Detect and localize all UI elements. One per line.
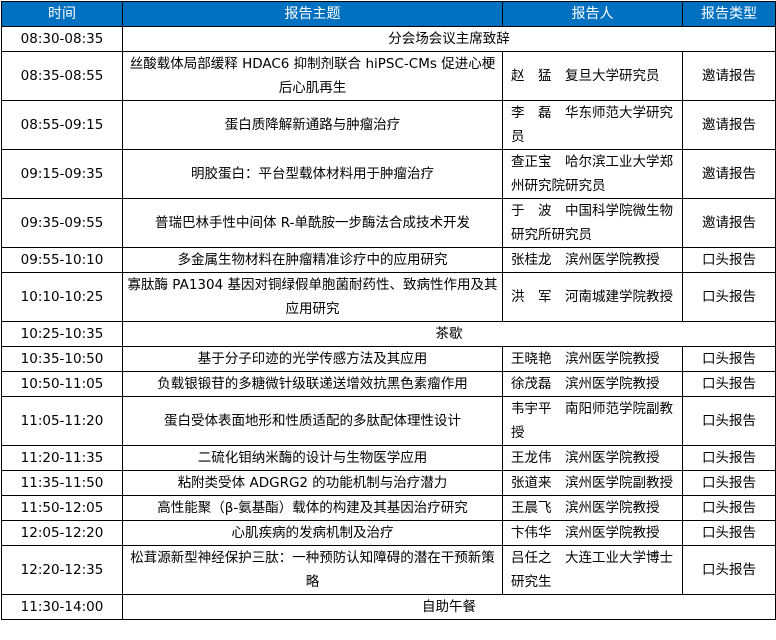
speaker-cell: 李 磊 华东师范大学研究员 — [502, 100, 683, 150]
type-cell: 口头报告 — [682, 495, 776, 521]
topic-cell: 高性能聚（β-氨基酯）载体的构建及其基因治疗研究 — [122, 495, 503, 521]
header-type: 报告类型 — [682, 1, 776, 27]
time-cell: 11:35-11:50 — [1, 470, 123, 496]
speaker-cell: 张桂龙 滨州医学院教授 — [502, 247, 683, 273]
table-row: 12:20-12:35 松茸源新型神经保护三肽：一种预防认知障碍的潜在干预新策略吕… — [1, 545, 776, 595]
speaker-cell: 王龙伟 滨州医学院教授 — [502, 445, 683, 471]
type-cell: 口头报告 — [682, 272, 776, 322]
speaker-cell: 卞伟华 滨州医学院教授 — [502, 520, 683, 546]
speaker-cell: 赵 猛 复旦大学研究员 — [502, 51, 683, 101]
time-cell: 12:20-12:35 — [1, 545, 123, 595]
type-cell: 邀请报告 — [682, 149, 776, 199]
topic-cell: 普瑞巴林手性中间体 R-单酰胺一步酶法合成技术开发 — [122, 198, 503, 248]
time-cell: 08:30-08:35 — [1, 26, 123, 52]
speaker-cell: 韦宇平 南阳师范学院副教授 — [502, 396, 683, 446]
time-cell: 10:35-10:50 — [1, 346, 123, 372]
header-row: 时间 报告主题 报告人 报告类型 — [1, 1, 776, 27]
time-cell: 09:35-09:55 — [1, 198, 123, 248]
time-cell: 11:05-11:20 — [1, 396, 123, 446]
time-cell: 08:35-08:55 — [1, 51, 123, 101]
time-cell: 10:10-10:25 — [1, 272, 123, 322]
speaker-cell: 徐茂磊 滨州医学院教授 — [502, 371, 683, 397]
type-cell: 邀请报告 — [682, 51, 776, 101]
table-row: 11:50-12:05 高性能聚（β-氨基酯）载体的构建及其基因治疗研究 王晨飞 滨… — [1, 495, 776, 521]
table-row: 11:30-14:00 自助午餐 — [1, 594, 776, 620]
session-cell: 自助午餐 — [122, 594, 776, 620]
table-row: 10:50-11:05 负载银锻苷的多糖微针级联递送增效抗黑色素瘤作用 徐茂磊 滨州… — [1, 371, 776, 397]
table-row: 08:55-09:15 蛋白质降解新通路与肿瘤治疗李 磊 华东师范大学研究员 邀请报… — [1, 100, 776, 150]
table-row: 09:35-09:55 普瑞巴林手性中间体 R-单酰胺一步酶法合成技术开发于 波 … — [1, 198, 776, 248]
table-row: 10:10-10:25 寡肽酶 PA1304 基因对铜绿假单胞菌耐药性、致病性作用… — [1, 272, 776, 322]
topic-cell: 负载银锻苷的多糖微针级联递送增效抗黑色素瘤作用 — [122, 371, 503, 397]
type-cell: 口头报告 — [682, 445, 776, 471]
table-row: 11:20-11:35 二硫化钼纳米酶的设计与生物医学应用 王龙伟 滨州医学院教授口… — [1, 445, 776, 471]
type-cell: 口头报告 — [682, 247, 776, 273]
type-cell: 口头报告 — [682, 371, 776, 397]
table-row: 10:25-10:35 茶歇 — [1, 321, 776, 347]
type-cell: 口头报告 — [682, 396, 776, 446]
schedule-table: 时间 报告主题 报告人 报告类型 08:30-08:35 分会场会议主席致辞 08:… — [1, 1, 776, 620]
topic-cell: 心肌疾病的发病机制及治疗 — [122, 520, 503, 546]
speaker-cell: 于 波 中国科学院微生物研究所研究员 — [502, 198, 683, 248]
type-cell: 口头报告 — [682, 545, 776, 595]
topic-cell: 多金属生物材料在肿瘤精准诊疗中的应用研究 — [122, 247, 503, 273]
topic-cell: 基于分子印迹的光学传感方法及其应用 — [122, 346, 503, 372]
type-cell: 口头报告 — [682, 470, 776, 496]
time-cell: 11:20-11:35 — [1, 445, 123, 471]
time-cell: 12:05-12:20 — [1, 520, 123, 546]
speaker-cell: 洪 军 河南城建学院教授 — [502, 272, 683, 322]
header-speaker: 报告人 — [502, 1, 683, 27]
table-row: 11:05-11:20 蛋白受体表面地形和性质适配的多肽配体理性设计 韦宇平 南阳师… — [1, 396, 776, 446]
time-cell: 11:30-14:00 — [1, 594, 123, 620]
table-row: 09:15-09:35 明胶蛋白：平台型载体材料用于肿瘤治疗 查正宝 哈尔滨工业大学… — [1, 149, 776, 199]
schedule-body: 08:30-08:35 分会场会议主席致辞 08:35-08:55 丝酸载体局部缓释 … — [1, 26, 776, 620]
session-cell: 分会场会议主席致辞 — [122, 26, 776, 52]
topic-cell: 蛋白质降解新通路与肿瘤治疗 — [122, 100, 503, 150]
time-cell: 10:25-10:35 — [1, 321, 123, 347]
topic-cell: 明胶蛋白：平台型载体材料用于肿瘤治疗 — [122, 149, 503, 199]
time-cell: 09:55-10:10 — [1, 247, 123, 273]
speaker-cell: 王晨飞 滨州医学院教授 — [502, 495, 683, 521]
topic-cell: 二硫化钼纳米酶的设计与生物医学应用 — [122, 445, 503, 471]
time-cell: 11:50-12:05 — [1, 495, 123, 521]
table-row: 09:55-10:10 多金属生物材料在肿瘤精准诊疗中的应用研究 张桂龙 滨州医学院… — [1, 247, 776, 273]
topic-cell: 松茸源新型神经保护三肽：一种预防认知障碍的潜在干预新策略 — [122, 545, 503, 595]
topic-cell: 粘附类受体 ADGRG2 的功能机制与治疗潜力 — [122, 470, 503, 496]
session-cell: 茶歇 — [122, 321, 776, 347]
speaker-cell: 吕任之 大连工业大学博士研究生 — [502, 545, 683, 595]
time-cell: 09:15-09:35 — [1, 149, 123, 199]
topic-cell: 蛋白受体表面地形和性质适配的多肽配体理性设计 — [122, 396, 503, 446]
table-row: 10:35-10:50 基于分子印迹的光学传感方法及其应用 王晓艳 滨州医学院教授口… — [1, 346, 776, 372]
table-row: 08:35-08:55 丝酸载体局部缓释 HDAC6 抑制剂联合 hiPSC-CM… — [1, 51, 776, 101]
type-cell: 口头报告 — [682, 520, 776, 546]
table-row: 11:35-11:50 粘附类受体 ADGRG2 的功能机制与治疗潜力 张道来 滨州… — [1, 470, 776, 496]
type-cell: 口头报告 — [682, 346, 776, 372]
topic-cell: 丝酸载体局部缓释 HDAC6 抑制剂联合 hiPSC-CMs 促进心梗后心肌再生 — [122, 51, 503, 101]
header-time: 时间 — [1, 1, 123, 27]
speaker-cell: 查正宝 哈尔滨工业大学郑州研究院研究员 — [502, 149, 683, 199]
type-cell: 邀请报告 — [682, 198, 776, 248]
topic-cell: 寡肽酶 PA1304 基因对铜绿假单胞菌耐药性、致病性作用及其应用研究 — [122, 272, 503, 322]
speaker-cell: 王晓艳 滨州医学院教授 — [502, 346, 683, 372]
table-row: 08:30-08:35 分会场会议主席致辞 — [1, 26, 776, 52]
type-cell: 邀请报告 — [682, 100, 776, 150]
header-topic: 报告主题 — [122, 1, 503, 27]
speaker-cell: 张道来 滨州医学院副教授 — [502, 470, 683, 496]
time-cell: 08:55-09:15 — [1, 100, 123, 150]
table-row: 12:05-12:20 心肌疾病的发病机制及治疗 卞伟华 滨州医学院教授 口头报告 — [1, 520, 776, 546]
time-cell: 10:50-11:05 — [1, 371, 123, 397]
